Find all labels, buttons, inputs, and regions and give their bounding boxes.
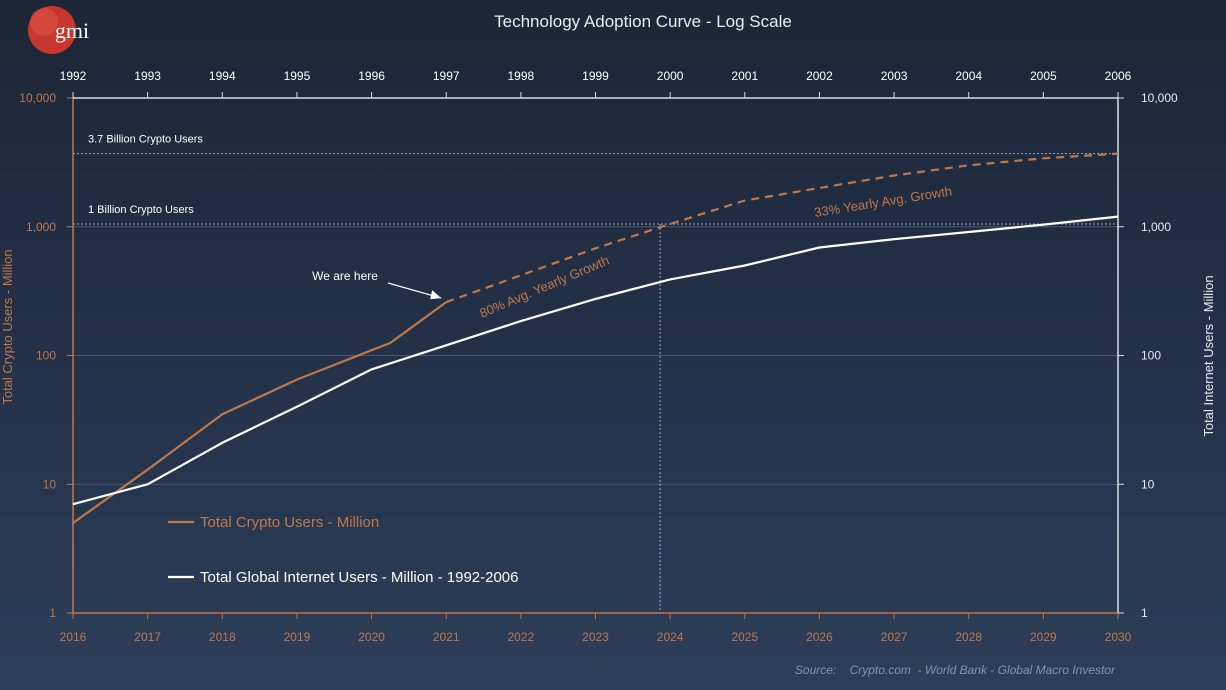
bottom-tick-label: 2025 [731,630,758,644]
internet-users-line [72,215,1119,506]
bottom-tick-label: 2030 [1105,630,1132,644]
top-tick-label: 2005 [1030,69,1057,83]
gmi-logo: gmi [28,6,89,54]
top-tick-label: 1994 [209,69,236,83]
left-tick-label: 100 [36,349,56,363]
legend-label: Total Global Internet Users - Million - … [200,569,519,586]
bottom-tick-label: 2017 [134,630,161,644]
top-tick-label: 2002 [806,69,833,83]
reference-label: 1 Billion Crypto Users [88,204,194,216]
logo-text: gmi [55,18,89,43]
top-tick-label: 2003 [881,69,908,83]
bottom-tick-label: 2016 [60,630,87,644]
top-tick-label: 1992 [60,69,87,83]
left-axis-label: Total Crypto Users - Million [0,249,15,404]
legend-label: Total Crypto Users - Million [200,514,379,531]
bottom-tick-label: 2029 [1030,630,1057,644]
bottom-tick-label: 2019 [284,630,311,644]
top-tick-label: 1997 [433,69,460,83]
bottom-tick-label: 2020 [358,630,385,644]
right-tick-label: 100 [1141,349,1161,363]
bottom-tick-label: 2023 [582,630,609,644]
annotation-arrowhead [430,290,442,300]
bottom-tick-label: 2028 [955,630,982,644]
annotation-80-growth: 80% Avg. Yearly Growth [477,253,611,321]
top-tick-label: 1993 [134,69,161,83]
left-tick-label: 1 [49,606,56,620]
right-tick-label: 1 [1141,606,1148,620]
bottom-tick-label: 2021 [433,630,460,644]
top-tick-label: 1999 [582,69,609,83]
crypto-users-line [72,301,447,524]
top-tick-label: 1996 [358,69,385,83]
left-tick-label: 10,000 [19,91,56,105]
top-tick-label: 2004 [955,69,982,83]
reference-label: 3.7 Billion Crypto Users [88,134,203,146]
right-tick-label: 1,000 [1141,220,1171,234]
right-tick-label: 10 [1141,477,1155,491]
bottom-tick-label: 2018 [209,630,236,644]
right-axis-label: Total Internet Users - Million [1201,275,1216,436]
left-tick-label: 1,000 [26,220,56,234]
top-tick-label: 2006 [1105,69,1132,83]
right-tick-label: 10,000 [1141,91,1178,105]
top-tick-label: 1995 [284,69,311,83]
bottom-tick-label: 2027 [881,630,908,644]
source-note: Source: Crypto.com - World Bank - Global… [795,663,1116,677]
bottom-tick-label: 2024 [657,630,684,644]
bottom-tick-label: 2022 [508,630,535,644]
crypto-projection-line [445,152,1119,304]
top-tick-label: 1998 [508,69,535,83]
top-tick-label: 2000 [657,69,684,83]
left-tick-label: 10 [43,477,57,491]
bottom-tick-label: 2026 [806,630,833,644]
annotation-we-are-here: We are here [312,269,378,283]
annotation-33-growth: 33% Yearly Avg. Growth [813,183,953,220]
chart-title: Technology Adoption Curve - Log Scale [494,12,792,31]
top-tick-label: 2001 [731,69,758,83]
